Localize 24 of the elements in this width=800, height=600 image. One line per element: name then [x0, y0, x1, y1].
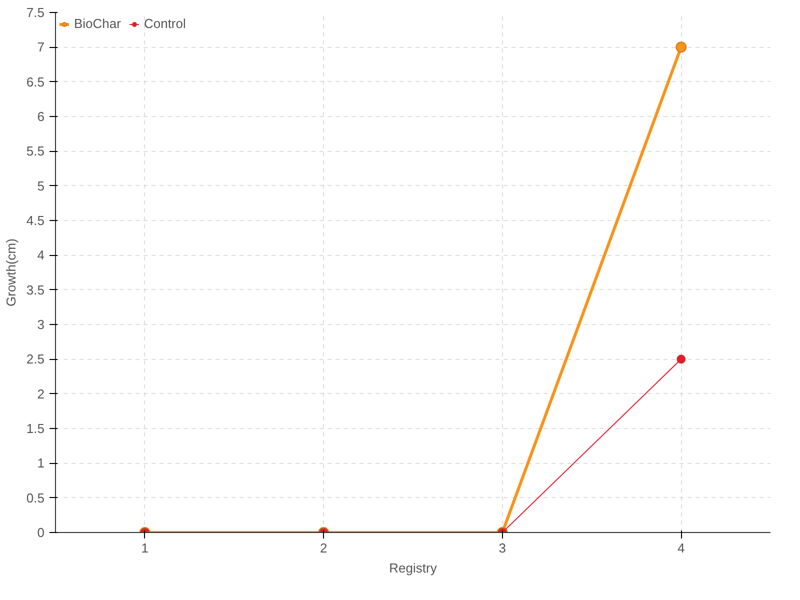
- y-tick-label: 7: [37, 40, 45, 55]
- y-tick-label: 3.5: [26, 282, 45, 298]
- y-tick-label: 3: [37, 317, 45, 332]
- y-tick-label: 4.5: [26, 213, 45, 228]
- y-tick-label: 0: [37, 525, 45, 540]
- x-tick-label: 1: [141, 540, 148, 556]
- y-tick-label: 5: [37, 178, 45, 194]
- y-axis-title: Growth(cm): [3, 238, 18, 306]
- x-tick-label: 4: [678, 540, 685, 556]
- legend-label: Control: [144, 16, 186, 31]
- y-tick-label: 6: [37, 109, 45, 124]
- y-tick-label: 0.5: [26, 490, 45, 506]
- legend-label: BioChar: [74, 16, 121, 31]
- y-tick-label: 2: [37, 386, 45, 402]
- x-tick-label: 3: [498, 540, 506, 556]
- x-tick-label: 2: [320, 540, 328, 556]
- y-tick-label: 4: [37, 248, 45, 263]
- y-tick-label: 6.5: [26, 74, 45, 90]
- y-tick-label: 5.5: [26, 144, 45, 159]
- y-tick-label: 2.5: [26, 352, 45, 367]
- y-tick-label: 7.5: [26, 5, 45, 20]
- y-tick-label: 1: [37, 456, 45, 471]
- x-axis-title: Registry: [389, 560, 438, 576]
- y-tick-label: 1.5: [26, 421, 45, 436]
